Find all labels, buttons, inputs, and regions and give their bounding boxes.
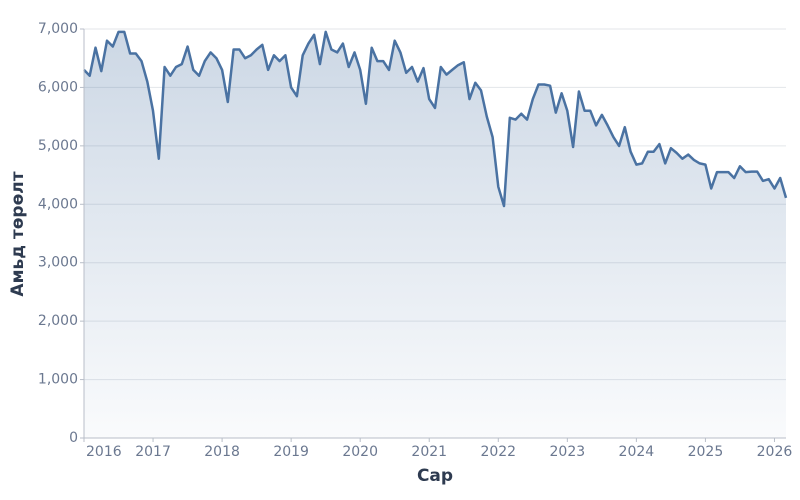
x-tick-label: 2018: [204, 444, 240, 460]
y-tick-label: 6,000: [38, 79, 78, 95]
x-tick-label: 2021: [411, 444, 447, 460]
y-tick-label: 4,000: [38, 196, 78, 212]
x-tick-label: 2025: [688, 444, 724, 460]
x-tick-label: 2022: [480, 444, 516, 460]
x-tick-label: 2023: [550, 444, 586, 460]
x-tick-label: 2026: [757, 444, 793, 460]
y-tick-label: 2,000: [38, 313, 78, 329]
y-tick-label: 5,000: [38, 138, 78, 154]
x-tick-label: 2016: [86, 444, 122, 460]
x-axis-title: Сар: [417, 466, 453, 486]
x-tick-label: 2024: [619, 444, 655, 460]
area-fill: [84, 31, 786, 439]
x-tick-label: 2019: [273, 444, 309, 460]
y-tick-label: 0: [69, 430, 78, 446]
y-tick-label: 1,000: [38, 372, 78, 388]
x-tick-label: 2020: [342, 444, 378, 460]
y-tick-label: 7,000: [38, 21, 78, 37]
y-tick-label: 3,000: [38, 255, 78, 271]
y-axis-title: Амьд төрөлт: [8, 171, 28, 296]
x-tick-label: 2017: [135, 444, 171, 460]
data-line: [83, 30, 788, 208]
